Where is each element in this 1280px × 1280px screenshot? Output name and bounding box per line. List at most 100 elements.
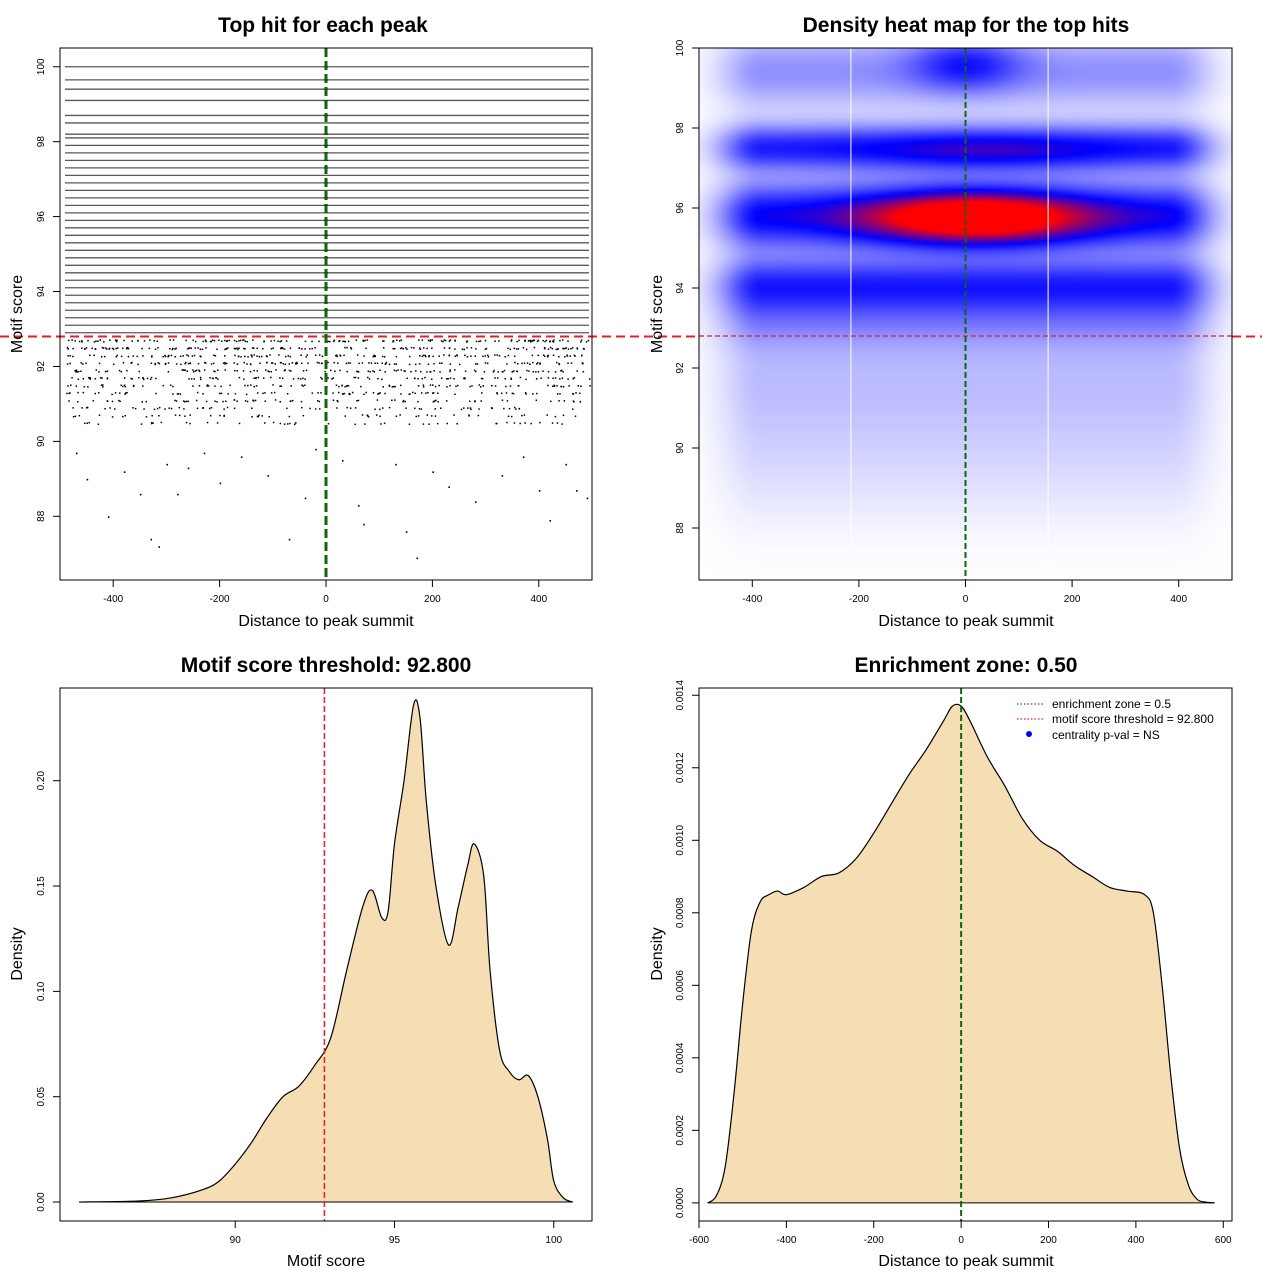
data-point bbox=[556, 422, 559, 424]
data-point bbox=[432, 400, 435, 403]
data-point bbox=[429, 384, 432, 386]
data-point bbox=[531, 354, 534, 357]
data-point bbox=[109, 407, 111, 409]
data-point bbox=[262, 347, 264, 350]
data-point bbox=[203, 452, 206, 455]
data-point bbox=[367, 376, 369, 379]
data-point bbox=[187, 467, 190, 470]
data-point bbox=[589, 385, 591, 387]
data-point bbox=[138, 370, 141, 373]
data-point bbox=[205, 347, 207, 349]
data-point bbox=[82, 391, 85, 394]
data-point bbox=[429, 340, 432, 342]
data-point bbox=[388, 363, 391, 366]
data-point bbox=[547, 377, 550, 379]
data-point bbox=[388, 385, 391, 387]
data-point bbox=[283, 423, 286, 425]
data-point bbox=[547, 370, 550, 373]
data-point bbox=[510, 415, 513, 418]
data-point bbox=[437, 392, 439, 394]
data-point bbox=[405, 347, 407, 349]
data-point bbox=[510, 340, 513, 342]
data-point bbox=[66, 392, 68, 395]
data-point bbox=[75, 452, 78, 455]
data-point bbox=[415, 370, 417, 372]
data-point bbox=[270, 340, 272, 342]
data-point bbox=[433, 369, 435, 372]
data-point bbox=[361, 362, 364, 364]
data-point bbox=[562, 347, 564, 350]
data-point bbox=[432, 392, 435, 394]
data-point bbox=[410, 346, 413, 349]
data-point bbox=[453, 414, 455, 416]
data-point bbox=[282, 363, 285, 365]
data-point bbox=[563, 400, 566, 402]
data-point bbox=[171, 348, 174, 351]
data-point bbox=[150, 538, 153, 541]
data-point bbox=[528, 339, 530, 342]
data-point bbox=[127, 347, 130, 350]
data-point bbox=[240, 356, 242, 358]
data-point bbox=[158, 414, 160, 417]
data-point bbox=[430, 378, 433, 380]
data-point bbox=[473, 369, 476, 372]
data-point bbox=[224, 361, 226, 364]
data-point bbox=[211, 339, 214, 341]
data-point bbox=[536, 392, 538, 395]
data-point bbox=[346, 370, 348, 373]
data-point bbox=[182, 400, 185, 402]
data-point bbox=[431, 392, 434, 394]
data-point bbox=[370, 362, 373, 364]
data-point bbox=[141, 401, 143, 403]
data-point bbox=[120, 370, 122, 373]
data-point bbox=[137, 363, 139, 366]
data-point bbox=[122, 385, 124, 388]
data-point bbox=[507, 354, 510, 357]
data-point bbox=[198, 370, 201, 373]
data-point bbox=[206, 421, 209, 424]
data-point bbox=[487, 354, 489, 357]
data-point bbox=[564, 356, 566, 358]
data-point bbox=[305, 369, 308, 372]
data-point bbox=[136, 355, 139, 358]
data-point bbox=[484, 355, 487, 357]
data-point bbox=[329, 340, 331, 343]
data-point bbox=[530, 422, 532, 425]
data-point bbox=[339, 355, 342, 357]
data-point bbox=[307, 362, 309, 364]
data-point bbox=[510, 378, 513, 381]
data-point bbox=[559, 339, 561, 342]
data-point bbox=[315, 354, 317, 357]
data-point bbox=[131, 378, 133, 380]
y-tick-label: 92 bbox=[36, 360, 47, 372]
data-point bbox=[85, 407, 88, 409]
data-point bbox=[283, 348, 286, 350]
data-point bbox=[496, 354, 499, 356]
data-point bbox=[382, 386, 384, 388]
data-point bbox=[212, 362, 215, 365]
data-point bbox=[383, 422, 386, 425]
data-point bbox=[402, 401, 404, 403]
data-point bbox=[519, 422, 521, 425]
data-point bbox=[169, 384, 172, 386]
data-point bbox=[582, 347, 585, 350]
data-point bbox=[153, 408, 156, 411]
data-point bbox=[206, 385, 208, 387]
data-point bbox=[318, 408, 321, 410]
data-point bbox=[287, 423, 289, 425]
data-point bbox=[72, 355, 74, 358]
data-point bbox=[503, 369, 506, 372]
data-point bbox=[579, 401, 582, 403]
distance-density-y-axis-label: Density bbox=[649, 927, 666, 980]
data-point bbox=[179, 393, 182, 395]
data-point bbox=[115, 347, 117, 350]
data-point bbox=[197, 362, 200, 365]
data-point bbox=[377, 393, 379, 395]
data-point bbox=[180, 363, 182, 366]
data-point bbox=[572, 377, 574, 380]
data-point bbox=[158, 546, 161, 548]
y-tick-label: 0.0008 bbox=[675, 897, 686, 928]
data-point bbox=[542, 370, 544, 373]
data-point bbox=[368, 378, 371, 380]
data-point bbox=[356, 354, 359, 356]
